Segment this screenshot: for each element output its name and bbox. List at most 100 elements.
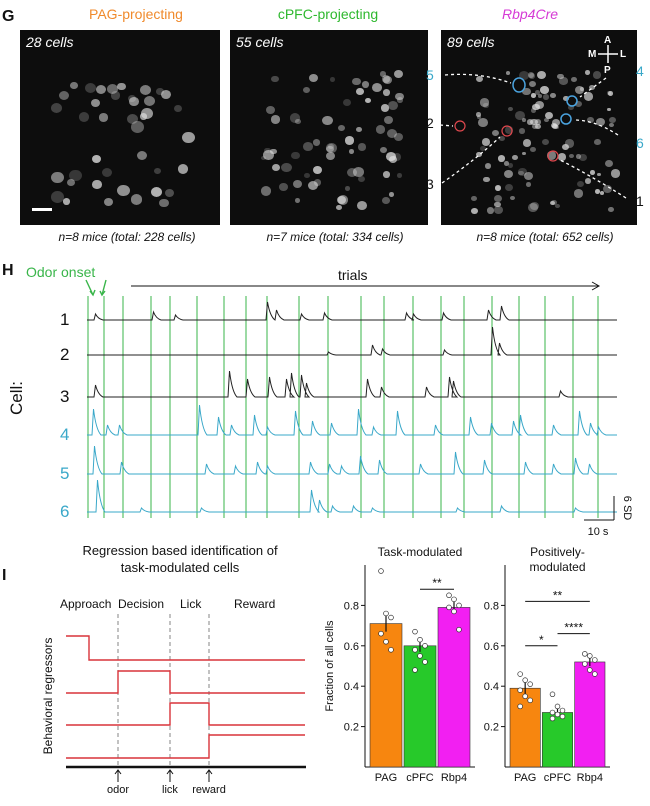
cell-soma: [59, 90, 70, 100]
lick-event-arrow: [166, 769, 174, 782]
cell-soma: [106, 84, 118, 95]
phase-reward: Reward: [234, 597, 275, 611]
cell-soma: [271, 75, 279, 83]
cell-soma: [62, 197, 71, 205]
data-point-0: [388, 647, 394, 653]
cell-soma: [484, 163, 492, 169]
cell-soma: [530, 118, 538, 126]
cell-soma: [382, 76, 392, 85]
cell-soma: [381, 74, 391, 83]
cell-soma: [104, 198, 114, 207]
event-odor: odor: [107, 784, 129, 796]
label-cell-3: 3: [426, 176, 434, 192]
panel-letter-h: H: [2, 262, 14, 279]
chart-title-0: Task-modulated: [378, 545, 463, 559]
cell-soma: [102, 168, 113, 178]
cell-soma: [336, 204, 343, 211]
phase-approach: Approach: [60, 597, 111, 611]
cell-soma: [587, 117, 594, 124]
microscopy-image-cpfc: 55 cells: [230, 30, 428, 225]
scale-bar: [32, 208, 52, 211]
cell-soma: [289, 113, 301, 123]
cell-soma: [576, 154, 582, 159]
cell-soma: [510, 196, 515, 201]
cell-soma: [382, 171, 391, 179]
cell-soma: [260, 155, 267, 161]
cell-soma: [70, 82, 78, 90]
data-point-1: [522, 693, 528, 700]
cell-soma: [525, 182, 531, 188]
cell-soma: [304, 173, 310, 179]
cell-soma: [346, 167, 357, 177]
cell-soma: [365, 97, 372, 104]
cell-soma: [530, 107, 537, 113]
data-point-0: [456, 602, 462, 609]
cell-soma: [396, 173, 402, 178]
cell-soma: [78, 112, 90, 122]
cell-soma: [504, 169, 514, 179]
cell-soma: [549, 200, 555, 206]
regressors-ylabel: Behavioral regressors: [41, 638, 55, 755]
data-point-0: [417, 636, 423, 643]
image-title-cpfc: cPFC-projecting: [277, 6, 379, 22]
cell-soma: [486, 207, 495, 214]
cell-soma: [559, 77, 568, 85]
scale-y-label: 6 SD: [621, 496, 633, 521]
data-point-0: [422, 659, 428, 665]
cell-soma: [266, 106, 276, 115]
cell-soma: [480, 145, 486, 151]
cell-soma: [541, 138, 549, 146]
cell-soma: [518, 170, 524, 176]
data-point-0: [383, 639, 389, 645]
cell-soma: [476, 152, 482, 158]
cell-soma: [349, 149, 355, 154]
regressor-lick: [66, 702, 305, 726]
panel-letter-g: G: [2, 8, 15, 25]
cell-soma: [139, 84, 152, 96]
cell-soma: [271, 115, 281, 124]
calcium-trace-cell-6: [87, 479, 617, 513]
cell-soma: [564, 139, 575, 149]
calcium-trace-cell-5: [87, 445, 617, 475]
cell-soma: [504, 126, 514, 134]
cell-soma: [294, 197, 300, 203]
cell-soma: [51, 171, 64, 184]
cell-soma: [596, 172, 601, 177]
significance-label-1: **: [553, 588, 563, 602]
y-tick-label-1: 0.8: [484, 600, 499, 612]
data-point-0: [388, 614, 394, 621]
data-point-1: [527, 681, 533, 687]
cell-soma: [519, 128, 525, 134]
y-tick-label-0: 0.4: [344, 681, 359, 693]
data-point-1: [549, 691, 556, 698]
cell-soma: [356, 201, 367, 211]
cell-soma: [583, 92, 594, 101]
cell-soma: [543, 117, 549, 123]
image-title-rbp4: Rbp4Cre: [501, 6, 559, 22]
cell-soma: [528, 80, 536, 88]
cell-soma: [357, 143, 367, 152]
cell-soma: [386, 129, 397, 138]
cell-soma: [568, 153, 574, 158]
cell-soma: [117, 82, 126, 91]
cell-soma: [130, 194, 143, 205]
data-point-0: [378, 568, 384, 574]
y-tick-label-1: 0.6: [484, 641, 499, 653]
microscopy-image-pag: 28 cells: [20, 30, 220, 225]
cell-soma: [337, 125, 345, 132]
odor-onset-label: Odor onset: [26, 264, 95, 280]
cell-count-cpfc: 55 cells: [236, 34, 284, 50]
cell-soma: [594, 188, 601, 194]
cell-soma: [483, 102, 489, 108]
cell-axis-label: Cell:: [7, 381, 26, 415]
cell-soma: [476, 76, 484, 83]
panel-letter-i: I: [2, 567, 7, 584]
calcium-trace-cell-2: [87, 326, 617, 356]
y-axis-label-0: Fraction of all cells: [324, 620, 336, 712]
data-point-0: [412, 628, 418, 635]
cell-soma: [574, 189, 584, 198]
cell-soma: [261, 186, 272, 196]
cell-soma: [388, 192, 395, 198]
cell-soma: [326, 145, 334, 153]
cell-soma: [98, 113, 108, 122]
